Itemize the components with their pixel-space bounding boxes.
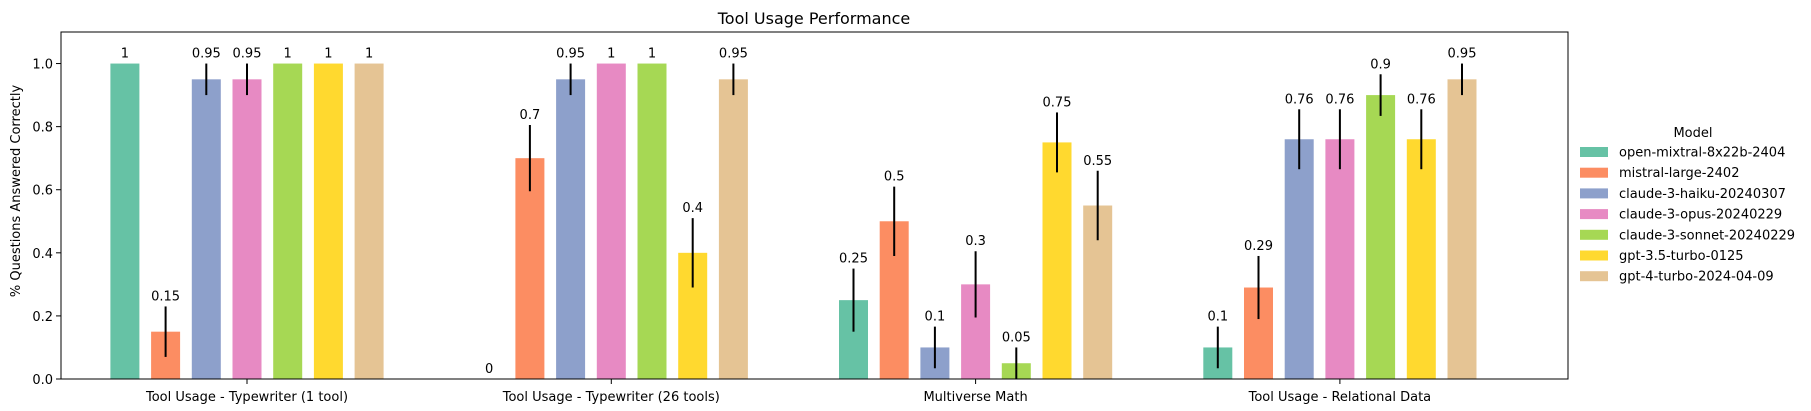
data-label: 0.9 bbox=[1370, 57, 1391, 72]
legend-item[interactable]: open-mixtral-8x22b-2404 bbox=[1580, 146, 1785, 161]
bar[interactable] bbox=[1325, 139, 1355, 379]
series-open-mixtral-8x22b-2404: 1 0 0.25 0.1 bbox=[110, 47, 1233, 380]
series-claude-3-haiku-20240307: 0.95 0.95 0.1 0.76 bbox=[191, 47, 1314, 379]
data-label: 0.95 bbox=[233, 47, 262, 62]
data-label: 0.05 bbox=[1002, 330, 1031, 345]
bar[interactable] bbox=[313, 63, 343, 380]
x-axis: Tool Usage - Typewriter (1 tool) Tool Usa… bbox=[145, 379, 1431, 405]
data-label: 0 bbox=[485, 362, 493, 377]
legend-swatch bbox=[1580, 250, 1608, 261]
bar[interactable] bbox=[273, 63, 303, 380]
data-label: 1 bbox=[324, 47, 332, 62]
data-label: 0.3 bbox=[965, 234, 986, 249]
bar[interactable] bbox=[637, 63, 667, 380]
legend-item[interactable]: claude-3-haiku-20240307 bbox=[1580, 187, 1786, 202]
legend-swatch bbox=[1580, 209, 1608, 220]
legend-swatch bbox=[1580, 229, 1608, 240]
bar[interactable] bbox=[1406, 139, 1436, 379]
y-axis-label: % Questions Answered Correctly bbox=[9, 85, 24, 298]
legend-swatch bbox=[1580, 188, 1608, 199]
series-mistral-large-2402: 0.15 0.7 0.5 0.29 bbox=[151, 108, 1273, 379]
legend-swatch bbox=[1580, 167, 1608, 178]
data-label: 0.55 bbox=[1083, 154, 1112, 169]
legend-label: claude-3-haiku-20240307 bbox=[1619, 187, 1786, 202]
data-label: 0.25 bbox=[839, 252, 868, 267]
plot-frame bbox=[60, 31, 1569, 380]
data-label: 0.1 bbox=[925, 310, 946, 325]
data-label: 1 bbox=[284, 47, 292, 62]
bar[interactable] bbox=[556, 79, 586, 379]
series-claude-3-opus-20240229: 0.95 1 0.3 0.76 bbox=[232, 47, 1355, 380]
data-label: 0.15 bbox=[151, 289, 180, 304]
bar[interactable] bbox=[1042, 142, 1072, 379]
data-label: 0.5 bbox=[884, 170, 905, 185]
series-gpt-4-turbo-2024-04-09: 1 0.95 0.55 0.95 bbox=[354, 47, 1477, 380]
y-tick-label: 0.4 bbox=[32, 247, 53, 262]
legend-item[interactable]: gpt-3.5-turbo-0125 bbox=[1580, 249, 1744, 264]
data-label: 0.95 bbox=[1448, 47, 1477, 62]
data-label: 0.75 bbox=[1043, 95, 1072, 110]
legend-item[interactable]: claude-3-sonnet-20240229 bbox=[1580, 228, 1795, 243]
y-tick-label: 1.0 bbox=[32, 58, 53, 73]
data-label: 0.76 bbox=[1285, 92, 1314, 107]
legend-label: claude-3-sonnet-20240229 bbox=[1619, 228, 1795, 243]
y-axis: 0.0 0.2 0.4 0.6 0.8 1.0 bbox=[32, 58, 61, 388]
data-label: 0.95 bbox=[192, 47, 221, 62]
x-tick-label: Tool Usage - Typewriter (26 tools) bbox=[502, 390, 720, 405]
data-label: 0.4 bbox=[682, 201, 703, 216]
y-tick-label: 0.6 bbox=[32, 184, 53, 199]
data-label: 1 bbox=[607, 47, 615, 62]
legend-label: gpt-3.5-turbo-0125 bbox=[1619, 249, 1744, 264]
bar[interactable] bbox=[1366, 95, 1396, 379]
data-label: 0.29 bbox=[1244, 239, 1273, 254]
bar[interactable] bbox=[110, 63, 140, 380]
legend-label: claude-3-opus-20240229 bbox=[1619, 208, 1782, 223]
y-tick-label: 0.8 bbox=[32, 121, 53, 136]
data-label: 1 bbox=[648, 47, 656, 62]
bar[interactable] bbox=[515, 158, 545, 379]
legend-item[interactable]: mistral-large-2402 bbox=[1580, 166, 1739, 181]
chart-marks: 100.250.10.150.70.50.290.95 0.950.10.760.… bbox=[110, 47, 1477, 380]
legend-label: gpt-4-turbo-2024-04-09 bbox=[1619, 270, 1774, 285]
x-tick-label: Tool Usage - Typewriter (1 tool) bbox=[145, 390, 348, 405]
bar[interactable] bbox=[232, 79, 262, 379]
legend-title: Model bbox=[1673, 126, 1712, 141]
data-label: 0.1 bbox=[1207, 310, 1228, 325]
data-label: 0.95 bbox=[719, 47, 748, 62]
data-label: 0.7 bbox=[520, 108, 541, 123]
legend-label: mistral-large-2402 bbox=[1619, 166, 1739, 181]
data-label: 0.76 bbox=[1325, 92, 1354, 107]
y-tick-label: 0.0 bbox=[32, 373, 53, 388]
bar[interactable] bbox=[1447, 79, 1477, 379]
data-label: 0.76 bbox=[1407, 92, 1436, 107]
bar[interactable] bbox=[354, 63, 384, 380]
bar[interactable] bbox=[718, 79, 748, 379]
x-tick-label: Tool Usage - Relational Data bbox=[1248, 390, 1432, 405]
legend[interactable]: Model open-mixtral-8x22b-2404 mistral-lar… bbox=[1580, 126, 1795, 285]
data-label: 0.95 bbox=[556, 47, 585, 62]
series-claude-3-sonnet-20240229: 1 1 0.05 0.9 bbox=[273, 47, 1396, 380]
x-tick-label: Multiverse Math bbox=[923, 390, 1027, 405]
y-tick-label: 0.2 bbox=[32, 310, 53, 325]
legend-swatch bbox=[1580, 271, 1608, 282]
series-gpt-3.5-turbo-0125: 1 0.4 0.75 0.76 bbox=[313, 47, 1436, 380]
bar[interactable] bbox=[191, 79, 221, 379]
legend-item[interactable]: claude-3-opus-20240229 bbox=[1580, 208, 1782, 223]
data-label: 1 bbox=[121, 47, 129, 62]
bar[interactable] bbox=[596, 63, 626, 380]
legend-item[interactable]: gpt-4-turbo-2024-04-09 bbox=[1580, 270, 1774, 285]
legend-label: open-mixtral-8x22b-2404 bbox=[1619, 146, 1785, 161]
chart-title: Tool Usage Performance bbox=[717, 9, 911, 28]
legend-swatch bbox=[1580, 147, 1608, 157]
data-label: 1 bbox=[365, 47, 373, 62]
bar[interactable] bbox=[1284, 139, 1314, 379]
